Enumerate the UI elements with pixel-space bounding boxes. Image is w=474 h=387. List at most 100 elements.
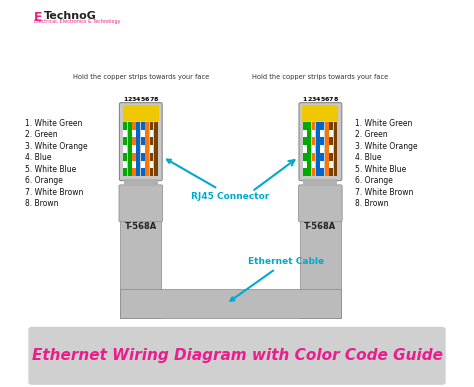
- Text: 7. White Brown: 7. White Brown: [355, 188, 413, 197]
- Text: 8: 8: [333, 97, 337, 102]
- FancyBboxPatch shape: [299, 103, 342, 181]
- Bar: [154, 122, 158, 176]
- Text: 6: 6: [325, 97, 329, 102]
- Text: 3. White Orange: 3. White Orange: [355, 142, 417, 151]
- Text: T-568A: T-568A: [125, 221, 157, 231]
- Bar: [132, 122, 136, 176]
- Bar: [123, 153, 127, 161]
- Bar: [150, 122, 154, 176]
- Text: 6: 6: [145, 97, 149, 102]
- Bar: [124, 179, 158, 186]
- Bar: [311, 168, 316, 176]
- Text: 1. White Green: 1. White Green: [355, 118, 412, 128]
- Bar: [311, 122, 316, 130]
- Text: 6. Orange: 6. Orange: [355, 176, 392, 185]
- Text: Ethernet Wiring Diagram with Color Code Guide: Ethernet Wiring Diagram with Color Code …: [31, 348, 443, 363]
- Text: 5: 5: [320, 97, 325, 102]
- Text: TechnoG: TechnoG: [44, 11, 97, 21]
- Bar: [307, 122, 311, 176]
- FancyBboxPatch shape: [28, 327, 446, 385]
- Text: 1: 1: [302, 97, 307, 102]
- Text: 4. Blue: 4. Blue: [25, 153, 52, 162]
- Bar: [141, 153, 145, 161]
- Bar: [311, 137, 316, 145]
- Text: 5: 5: [141, 97, 145, 102]
- Text: 1: 1: [123, 97, 128, 102]
- Bar: [141, 122, 145, 176]
- Text: RJ45 Connector: RJ45 Connector: [167, 159, 270, 200]
- Text: T-568A: T-568A: [304, 221, 337, 231]
- Text: 3: 3: [311, 97, 316, 102]
- Bar: [320, 122, 324, 130]
- Text: 3: 3: [132, 97, 136, 102]
- Bar: [145, 122, 149, 176]
- Text: 6. Orange: 6. Orange: [25, 176, 63, 185]
- Bar: [303, 168, 307, 176]
- Text: 7: 7: [329, 97, 333, 102]
- Bar: [141, 137, 145, 145]
- Bar: [150, 137, 154, 145]
- Bar: [303, 137, 307, 145]
- Bar: [329, 122, 333, 176]
- Bar: [150, 153, 154, 161]
- FancyBboxPatch shape: [119, 103, 162, 181]
- Text: 4: 4: [316, 97, 320, 102]
- Bar: [132, 168, 136, 176]
- Bar: [329, 153, 333, 161]
- Text: 7: 7: [149, 97, 154, 102]
- Bar: [123, 122, 127, 130]
- FancyBboxPatch shape: [119, 185, 163, 222]
- Bar: [132, 122, 136, 130]
- Bar: [141, 122, 145, 130]
- Bar: [320, 137, 324, 145]
- Text: 8. Brown: 8. Brown: [355, 199, 388, 208]
- Bar: [302, 105, 338, 121]
- Text: 4. Blue: 4. Blue: [355, 153, 381, 162]
- Bar: [123, 122, 127, 176]
- Bar: [120, 289, 341, 319]
- Text: E: E: [34, 11, 42, 24]
- Bar: [320, 168, 324, 176]
- Bar: [303, 122, 307, 176]
- Bar: [141, 168, 145, 176]
- Text: 5. White Blue: 5. White Blue: [355, 165, 406, 174]
- Bar: [303, 153, 307, 161]
- Text: 4: 4: [136, 97, 141, 102]
- Text: 8: 8: [154, 97, 158, 102]
- Text: 2. Green: 2. Green: [25, 130, 58, 139]
- Text: 1. White Green: 1. White Green: [25, 118, 83, 128]
- Text: 8. Brown: 8. Brown: [25, 199, 59, 208]
- Text: Electrical, Electronics & Technology: Electrical, Electronics & Technology: [34, 19, 120, 24]
- Bar: [329, 137, 333, 145]
- Bar: [311, 122, 316, 176]
- Text: Ethernet Cable: Ethernet Cable: [230, 257, 324, 301]
- Bar: [123, 168, 127, 176]
- Text: 2. Green: 2. Green: [355, 130, 387, 139]
- Text: 5. White Blue: 5. White Blue: [25, 165, 77, 174]
- Text: Hold the copper strips towards your face: Hold the copper strips towards your face: [252, 74, 389, 80]
- Bar: [132, 137, 136, 145]
- Bar: [334, 122, 337, 176]
- FancyBboxPatch shape: [299, 185, 342, 222]
- Bar: [128, 122, 131, 176]
- Text: 3. White Orange: 3. White Orange: [25, 142, 88, 151]
- Bar: [137, 122, 140, 176]
- Bar: [132, 153, 136, 161]
- Text: Hold the copper strips towards your face: Hold the copper strips towards your face: [73, 74, 209, 80]
- Bar: [120, 219, 161, 319]
- Bar: [150, 122, 154, 130]
- Bar: [320, 153, 324, 161]
- Bar: [320, 122, 324, 176]
- Bar: [316, 122, 320, 176]
- Bar: [123, 105, 159, 121]
- Bar: [325, 122, 328, 176]
- Text: 7. White Brown: 7. White Brown: [25, 188, 84, 197]
- Bar: [150, 168, 154, 176]
- Bar: [311, 153, 316, 161]
- Bar: [329, 122, 333, 130]
- Text: 2: 2: [128, 97, 132, 102]
- Bar: [123, 137, 127, 145]
- Text: 2: 2: [307, 97, 311, 102]
- Bar: [300, 219, 341, 319]
- Bar: [303, 122, 307, 130]
